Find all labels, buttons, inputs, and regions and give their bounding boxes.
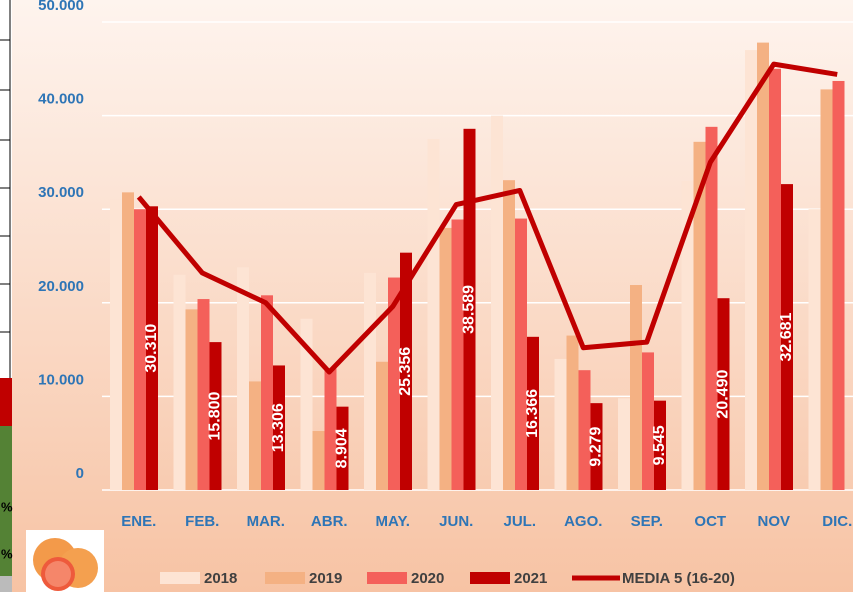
bar <box>440 228 452 490</box>
bar <box>757 43 769 490</box>
bar <box>809 209 821 490</box>
legend-label: MEDIA 5 (16-20) <box>622 570 735 587</box>
data-label: 16.366 <box>524 389 541 438</box>
data-label: 20.490 <box>715 370 732 419</box>
data-label: 9.545 <box>651 425 668 465</box>
x-tick-label: ABR. <box>311 513 348 530</box>
bar <box>821 89 833 490</box>
legend-label: 2021 <box>514 570 547 587</box>
bar <box>261 295 273 490</box>
data-label: 15.800 <box>207 391 224 440</box>
bar <box>630 285 642 490</box>
bar <box>186 309 198 490</box>
bar <box>503 180 515 490</box>
bar <box>706 127 718 490</box>
x-tick-label: JUN. <box>439 513 473 530</box>
bar <box>110 200 122 490</box>
bar <box>452 219 464 490</box>
data-label: 25.356 <box>397 347 414 396</box>
y-tick-label: 0 <box>76 465 84 482</box>
chart: % % 0 10.000 20.000 30.000 40.000 50.000 30.31… <box>0 0 853 592</box>
fruit-icon <box>26 530 104 592</box>
legend-swatch <box>265 572 305 584</box>
y-tick-label: 10.000 <box>38 371 84 388</box>
bar <box>122 192 134 490</box>
legend-label: 2018 <box>204 570 237 587</box>
bar <box>364 273 376 490</box>
legend-swatch <box>160 572 200 584</box>
bar <box>745 50 757 490</box>
data-label: 32.681 <box>778 312 795 361</box>
bar <box>515 219 527 490</box>
x-tick-label: AGO. <box>564 513 602 530</box>
bar <box>376 362 388 490</box>
y-tick-label: 20.000 <box>38 278 84 295</box>
bar <box>555 359 567 490</box>
bar <box>237 267 249 490</box>
x-tick-label: FEB. <box>185 513 219 530</box>
side-label: % <box>1 499 13 514</box>
legend-label: 2020 <box>411 570 444 587</box>
bar <box>491 116 503 490</box>
legend-swatch <box>470 572 510 584</box>
side-fragment: % % <box>0 0 13 592</box>
data-label: 13.306 <box>270 403 287 452</box>
data-label: 38.589 <box>461 285 478 334</box>
side-cell <box>0 378 12 426</box>
fruit-flesh <box>45 561 71 587</box>
x-tick-label: OCT <box>694 513 726 530</box>
bar <box>642 352 654 490</box>
side-cell <box>0 576 12 592</box>
x-tick-label: ENE. <box>121 513 156 530</box>
legend-swatch <box>367 572 407 584</box>
bar <box>833 81 845 490</box>
data-label: 30.310 <box>143 324 160 373</box>
x-tick-label: DIC. <box>822 513 852 530</box>
x-tick-label: MAR. <box>247 513 285 530</box>
x-tick-label: NOV <box>757 513 790 530</box>
y-tick-label: 30.000 <box>38 184 84 201</box>
bar <box>313 431 325 490</box>
data-label: 9.279 <box>588 426 605 466</box>
bar <box>174 275 186 490</box>
x-tick-label: JUL. <box>503 513 536 530</box>
x-tick-label: SEP. <box>631 513 663 530</box>
bar <box>618 398 630 490</box>
legend-label: 2019 <box>309 570 342 587</box>
x-tick-label: MAY. <box>376 513 410 530</box>
y-tick-label: 50.000 <box>38 0 84 14</box>
bar <box>769 69 781 490</box>
bar <box>249 381 261 490</box>
bar <box>567 336 579 490</box>
bar <box>428 139 440 490</box>
data-label: 8.904 <box>334 428 351 468</box>
side-label: % <box>1 546 13 561</box>
y-tick-label: 40.000 <box>38 91 84 108</box>
